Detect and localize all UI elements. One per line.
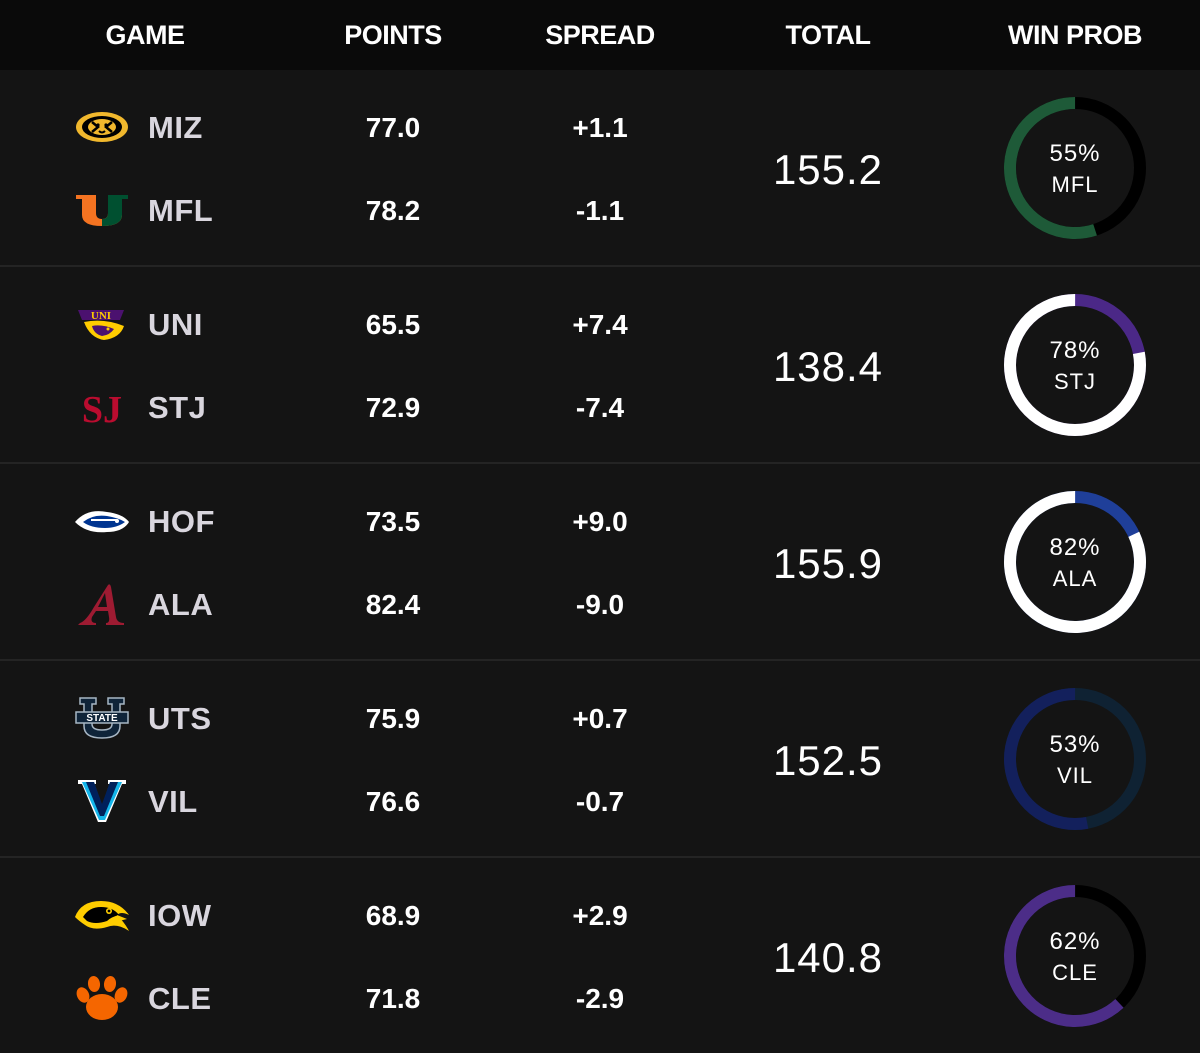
alabama-a-icon bbox=[72, 581, 132, 627]
win-prob-ring-fill bbox=[1004, 885, 1146, 1027]
header-game: GAME bbox=[105, 20, 186, 50]
away-team-spread: +0.7 bbox=[572, 703, 628, 734]
away-team-points: 77.0 bbox=[365, 112, 421, 143]
away-team-points: 75.9 bbox=[365, 703, 421, 734]
home-team-spread: -0.7 bbox=[575, 786, 625, 817]
home-team-line: MFL 78.2 -1.1 bbox=[0, 187, 760, 233]
home-team-abbr: MFL bbox=[148, 193, 214, 228]
game-row[interactable]: MIZ 77.0 +1.1 MFL 78.2 -1.1 155.2 55% MFL bbox=[0, 70, 1200, 265]
header-points: POINTS bbox=[344, 20, 442, 50]
home-team-abbr: VIL bbox=[148, 784, 198, 819]
away-team-abbr: MIZ bbox=[148, 110, 203, 145]
win-prob-team: ALA bbox=[1052, 566, 1098, 591]
away-team-spread: +9.0 bbox=[572, 506, 628, 537]
home-team-points: 76.6 bbox=[365, 786, 421, 817]
win-prob-team: VIL bbox=[1056, 763, 1094, 788]
st-johns-sj-icon: SJ bbox=[72, 384, 132, 430]
win-prob-percent: 78% bbox=[1049, 337, 1101, 364]
table-header: GAME POINTS SPREAD TOTAL WIN PROB bbox=[0, 0, 1200, 70]
win-prob-ring bbox=[1004, 885, 1146, 1027]
game-total: 155.2 bbox=[772, 146, 884, 193]
miami-u-icon bbox=[72, 187, 132, 233]
win-prob-ring-fill bbox=[1004, 688, 1146, 830]
row-divider bbox=[0, 462, 1200, 464]
home-team-abbr: CLE bbox=[148, 981, 212, 1016]
game-row[interactable]: UNI UNI 65.5 +7.4 SJ STJ 72.9 -7.4 138.4 78% STJ bbox=[0, 267, 1200, 462]
clemson-paw-icon bbox=[72, 975, 132, 1021]
away-team-line: UNI UNI 65.5 +7.4 bbox=[0, 301, 760, 347]
away-team-spread: +1.1 bbox=[572, 112, 628, 143]
home-team-spread: -2.9 bbox=[575, 983, 625, 1014]
win-prob-ring bbox=[1004, 491, 1146, 633]
win-prob-ring bbox=[1004, 97, 1146, 239]
game-row[interactable]: STATE UTS 75.9 +0.7 VIL 76.6 -0.7 152.5 53% VIL bbox=[0, 661, 1200, 856]
win-probability-chart: 78% STJ bbox=[1000, 290, 1150, 440]
missouri-tiger-icon bbox=[72, 104, 132, 150]
win-probability-chart: 53% VIL bbox=[1000, 684, 1150, 834]
game-total: 140.8 bbox=[772, 934, 884, 981]
game-total: 155.9 bbox=[772, 540, 884, 587]
home-team-points: 71.8 bbox=[365, 983, 421, 1014]
win-prob-ring bbox=[1004, 688, 1146, 830]
villanova-v-icon bbox=[72, 778, 132, 824]
win-prob-ring-fill bbox=[1004, 491, 1146, 633]
game-total: 138.4 bbox=[772, 343, 884, 390]
away-team-line: MIZ 77.0 +1.1 bbox=[0, 104, 760, 150]
row-divider bbox=[0, 856, 1200, 858]
home-team-abbr: STJ bbox=[148, 390, 207, 425]
hofstra-pride-icon bbox=[72, 498, 132, 544]
home-team-points: 78.2 bbox=[365, 195, 421, 226]
win-prob-team: MFL bbox=[1051, 172, 1099, 197]
away-team-points: 68.9 bbox=[365, 900, 421, 931]
game-total: 152.5 bbox=[772, 737, 884, 784]
home-team-points: 82.4 bbox=[365, 589, 421, 620]
away-team-line: IOW 68.9 +2.9 bbox=[0, 892, 760, 938]
home-team-line: VIL 76.6 -0.7 bbox=[0, 778, 760, 824]
win-prob-percent: 53% bbox=[1049, 731, 1101, 758]
header-total: TOTAL bbox=[785, 20, 872, 50]
away-team-spread: +7.4 bbox=[572, 309, 628, 340]
svg-text:UNI: UNI bbox=[91, 310, 111, 322]
away-team-abbr: IOW bbox=[148, 898, 212, 933]
win-prob-ring-fill bbox=[1004, 97, 1146, 239]
game-row[interactable]: IOW 68.9 +2.9 CLE 71.8 -2.9 140.8 62% CLE bbox=[0, 858, 1200, 1053]
win-prob-percent: 55% bbox=[1049, 140, 1101, 167]
home-team-line: SJ STJ 72.9 -7.4 bbox=[0, 384, 760, 430]
svg-text:SJ: SJ bbox=[82, 389, 122, 430]
home-team-points: 72.9 bbox=[365, 392, 421, 423]
header-spread: SPREAD bbox=[545, 20, 655, 50]
win-prob-percent: 62% bbox=[1049, 928, 1101, 955]
away-team-points: 65.5 bbox=[365, 309, 421, 340]
win-probability-chart: 55% MFL bbox=[1000, 93, 1150, 243]
home-team-abbr: ALA bbox=[148, 587, 214, 622]
game-row[interactable]: HOF 73.5 +9.0 ALA 82.4 -9.0 155.9 82% ALA bbox=[0, 464, 1200, 659]
away-team-line: HOF 73.5 +9.0 bbox=[0, 498, 760, 544]
home-team-spread: -9.0 bbox=[575, 589, 625, 620]
away-team-spread: +2.9 bbox=[572, 900, 628, 931]
home-team-line: ALA 82.4 -9.0 bbox=[0, 581, 760, 627]
home-team-spread: -1.1 bbox=[575, 195, 625, 226]
win-prob-ring bbox=[1004, 294, 1146, 436]
row-divider bbox=[0, 265, 1200, 267]
away-team-abbr: UNI bbox=[148, 307, 203, 342]
home-team-spread: -7.4 bbox=[575, 392, 625, 423]
win-prob-ring-fill bbox=[1004, 294, 1146, 436]
iowa-hawkeye-icon bbox=[72, 892, 132, 938]
home-team-line: CLE 71.8 -2.9 bbox=[0, 975, 760, 1021]
away-team-line: STATE UTS 75.9 +0.7 bbox=[0, 695, 760, 741]
svg-text:STATE: STATE bbox=[86, 713, 118, 724]
utah-state-u-icon: STATE bbox=[72, 695, 132, 741]
away-team-abbr: HOF bbox=[148, 504, 215, 539]
row-divider bbox=[0, 659, 1200, 661]
uni-panther-icon: UNI bbox=[72, 301, 132, 347]
away-team-abbr: UTS bbox=[148, 701, 212, 736]
header-win-prob: WIN PROB bbox=[1008, 20, 1143, 50]
win-prob-percent: 82% bbox=[1049, 534, 1101, 561]
win-probability-chart: 62% CLE bbox=[1000, 881, 1150, 1031]
away-team-points: 73.5 bbox=[365, 506, 421, 537]
win-probability-chart: 82% ALA bbox=[1000, 487, 1150, 637]
win-prob-team: CLE bbox=[1052, 960, 1098, 985]
win-prob-team: STJ bbox=[1053, 369, 1097, 394]
